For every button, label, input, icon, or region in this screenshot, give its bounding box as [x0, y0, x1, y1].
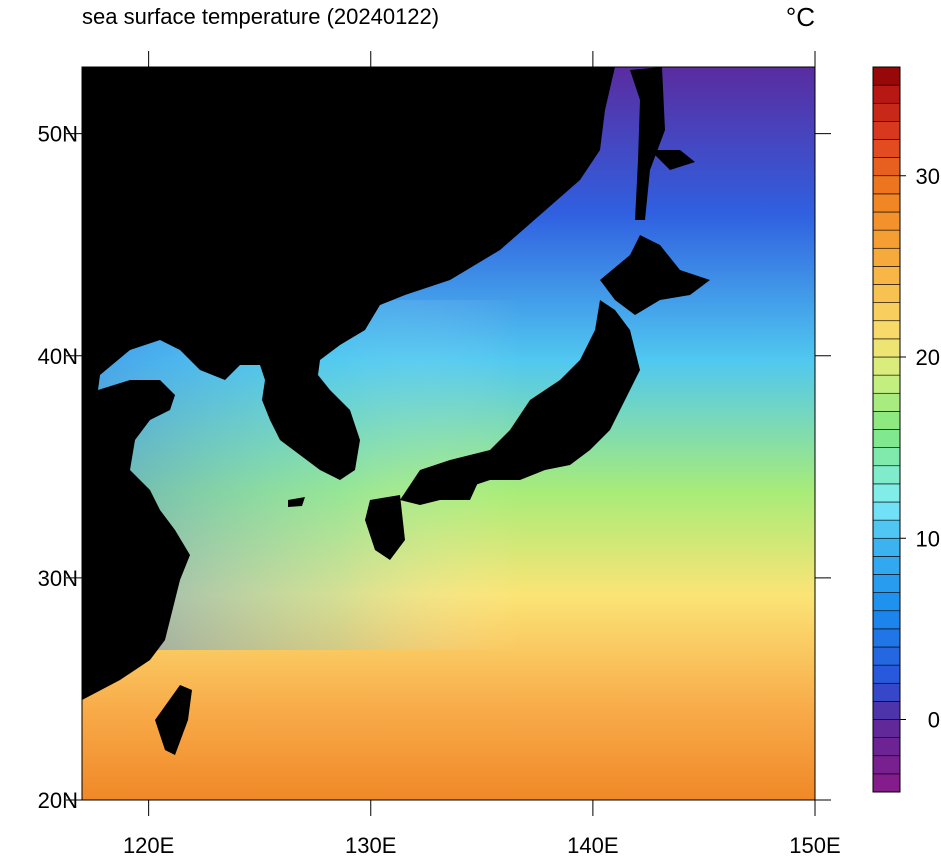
colorbar-band	[872, 465, 901, 485]
colorbar-frame	[872, 66, 901, 793]
colorbar-band	[872, 392, 901, 412]
unit-label: °C	[786, 2, 815, 32]
colorbar-band	[872, 701, 901, 720]
x-tick-label: 130E	[345, 833, 396, 858]
x-tick-label: 120E	[123, 833, 174, 858]
colorbar-band	[872, 302, 901, 322]
colorbar-band	[872, 519, 901, 539]
colorbar-band	[872, 556, 901, 575]
colorbar-band	[872, 284, 901, 303]
map-frame	[81, 66, 816, 801]
land	[82, 67, 710, 755]
y-tick-label: 20N	[38, 788, 78, 813]
colorbar-tick-label: 20	[916, 345, 940, 370]
colorbar: 0 10 20 30	[872, 66, 940, 793]
colorbar-band	[872, 447, 901, 467]
colorbar-band	[872, 247, 901, 267]
axes: 120E 130E 140E 150E 20N 30N 40N 50N	[38, 51, 841, 858]
colorbar-band	[872, 175, 901, 195]
colorbar-band	[872, 121, 901, 140]
colorbar-band	[872, 102, 901, 122]
colorbar-band	[872, 755, 901, 775]
colorbar-band	[872, 719, 901, 738]
y-tick-label: 50N	[38, 122, 78, 147]
colorbar-tick-label: 30	[916, 164, 940, 189]
colorbar-band	[872, 66, 901, 86]
colorbar-band	[872, 501, 901, 521]
colorbar-tick-label: 0	[928, 708, 940, 733]
colorbar-band	[872, 537, 901, 557]
colorbar-band	[872, 157, 901, 177]
y-tick-label: 30N	[38, 566, 78, 591]
colorbar-band	[872, 592, 901, 612]
colorbar-band	[872, 628, 901, 648]
colorbar-band	[872, 338, 901, 358]
colorbar-band	[872, 211, 901, 231]
colorbar-band	[872, 429, 901, 448]
colorbar-band	[872, 646, 901, 666]
x-tick-label: 150E	[789, 833, 840, 858]
colorbar-band	[872, 483, 901, 503]
title: sea surface temperature (20240122)	[82, 4, 439, 29]
colorbar-band	[872, 139, 901, 158]
colorbar-band	[872, 737, 901, 757]
map	[81, 66, 816, 801]
x-tick-label: 140E	[567, 833, 618, 858]
colorbar-band	[872, 193, 901, 213]
colorbar-band	[872, 356, 901, 376]
colorbar-band	[872, 84, 901, 104]
colorbar-band	[872, 574, 901, 593]
colorbar-band	[872, 229, 901, 249]
colorbar-band	[872, 266, 901, 285]
colorbar-band	[872, 664, 901, 684]
colorbar-band	[872, 320, 901, 340]
colorbar-band	[872, 773, 901, 793]
colorbar-band	[872, 610, 901, 630]
colorbar-band	[872, 411, 901, 430]
colorbar-tick-label: 10	[916, 526, 940, 551]
y-tick-label: 40N	[38, 344, 78, 369]
colorbar-band	[872, 682, 901, 702]
colorbar-band	[872, 374, 901, 394]
